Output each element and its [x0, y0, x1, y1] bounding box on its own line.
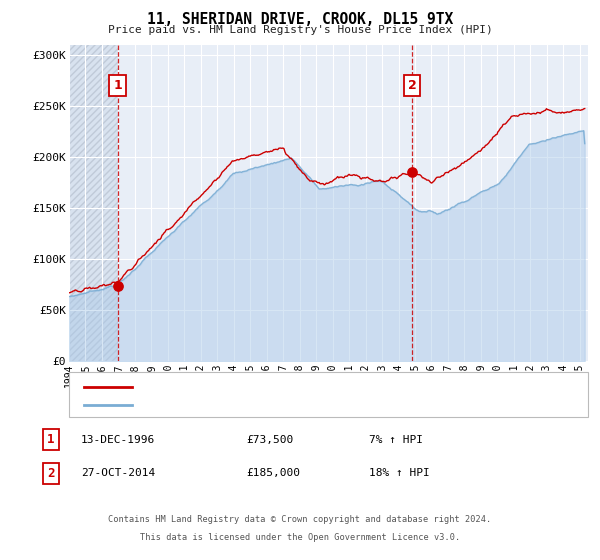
Point	[113, 282, 122, 291]
Bar	[69, 45, 118, 361]
Text: 11, SHERIDAN DRIVE, CROOK, DL15 9TX (detached house): 11, SHERIDAN DRIVE, CROOK, DL15 9TX (det…	[141, 382, 466, 392]
Text: This data is licensed under the Open Government Licence v3.0.: This data is licensed under the Open Gov…	[140, 533, 460, 542]
Text: 2: 2	[407, 80, 416, 92]
Text: 1: 1	[113, 80, 122, 92]
Text: 1: 1	[47, 433, 55, 446]
Text: 7% ↑ HPI: 7% ↑ HPI	[369, 435, 423, 445]
Text: £185,000: £185,000	[246, 468, 300, 478]
Text: Contains HM Land Registry data © Crown copyright and database right 2024.: Contains HM Land Registry data © Crown c…	[109, 515, 491, 524]
Text: £73,500: £73,500	[246, 435, 293, 445]
Text: 2: 2	[47, 466, 55, 480]
Text: Price paid vs. HM Land Registry's House Price Index (HPI): Price paid vs. HM Land Registry's House …	[107, 25, 493, 35]
Text: 27-OCT-2014: 27-OCT-2014	[81, 468, 155, 478]
Text: 11, SHERIDAN DRIVE, CROOK, DL15 9TX: 11, SHERIDAN DRIVE, CROOK, DL15 9TX	[147, 12, 453, 27]
Text: 13-DEC-1996: 13-DEC-1996	[81, 435, 155, 445]
Text: HPI: Average price, detached house, County Durham: HPI: Average price, detached house, Coun…	[141, 400, 447, 410]
Point	[407, 168, 417, 177]
Text: 18% ↑ HPI: 18% ↑ HPI	[369, 468, 430, 478]
